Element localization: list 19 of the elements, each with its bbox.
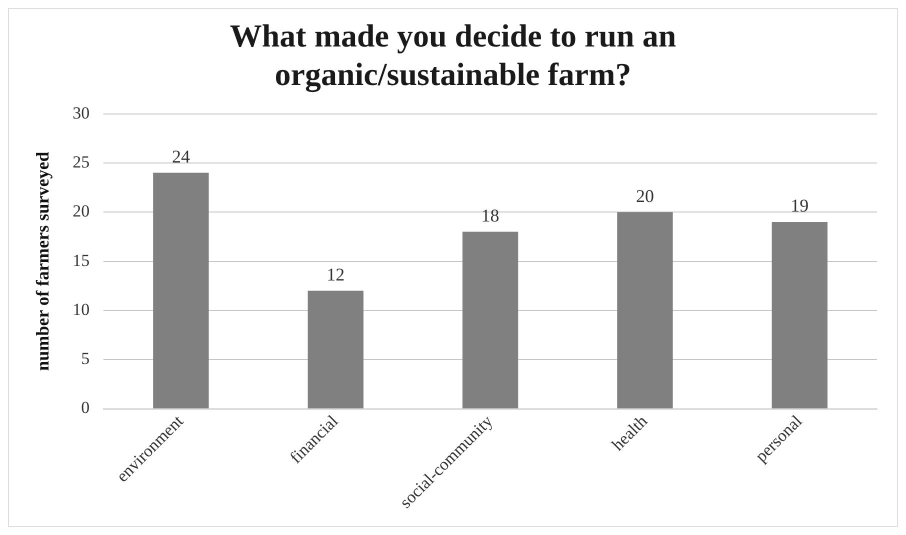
data-label: 24 [172, 146, 190, 167]
data-label: 20 [636, 186, 654, 206]
y-tick-label: 20 [72, 202, 90, 221]
bar [617, 212, 673, 408]
bar [772, 222, 828, 408]
y-tick-label: 15 [72, 250, 90, 270]
data-label: 18 [481, 206, 500, 226]
y-tick-label: 0 [81, 398, 90, 418]
bar [153, 172, 209, 408]
data-label: 19 [790, 196, 809, 216]
bar [462, 232, 518, 408]
chart-title: What made you decide to run an organic/sustainable farm? [230, 17, 676, 93]
y-tick-label: 30 [72, 103, 90, 122]
y-axis-title: number of farmers surveyed [32, 152, 52, 371]
data-label: 12 [326, 264, 345, 285]
y-tick-label: 25 [72, 152, 90, 172]
y-tick-label: 5 [81, 349, 90, 368]
bar [308, 290, 364, 408]
y-tick-label: 10 [72, 300, 90, 319]
